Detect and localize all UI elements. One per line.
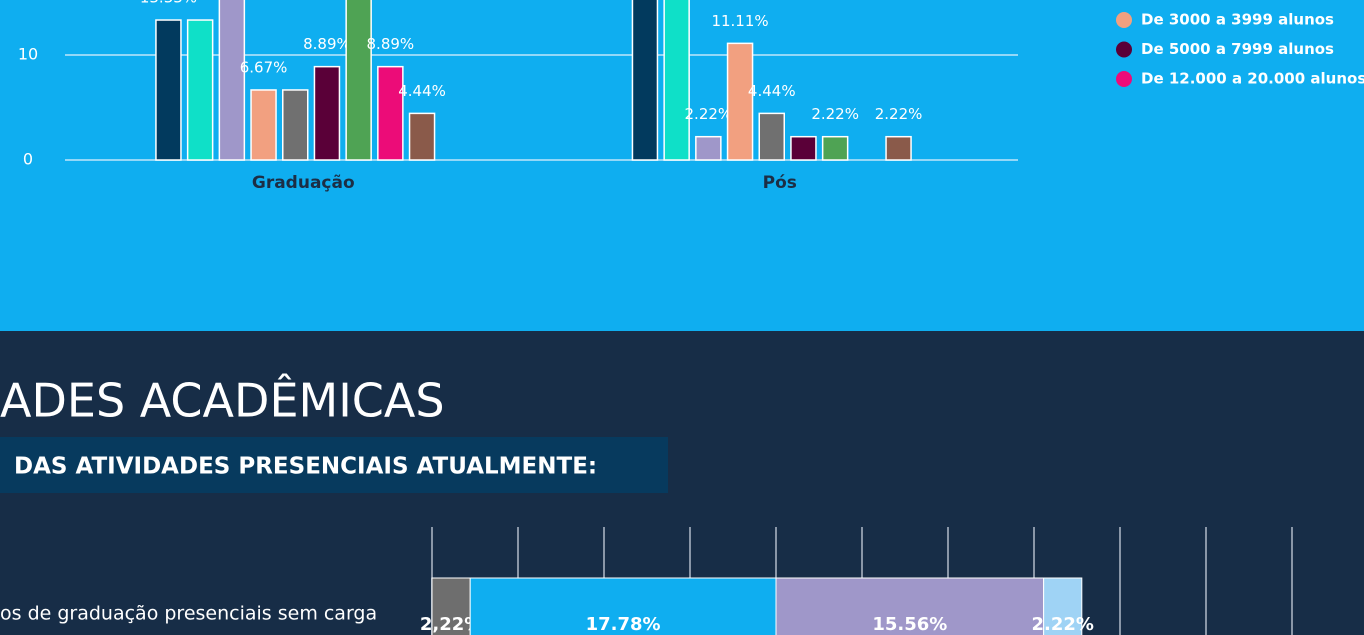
y-tick-label: os de graduação presenciais sem carga: [0, 603, 377, 625]
x-tick-label: Pós: [763, 173, 797, 193]
bar: [282, 89, 309, 161]
data-label: 17.78%: [586, 614, 661, 635]
data-label: 4.44%: [398, 82, 446, 100]
bar: [408, 112, 436, 161]
bar: [313, 65, 341, 161]
bar: [695, 135, 722, 161]
bar: [377, 65, 404, 161]
bar: [218, 0, 246, 161]
bar: [186, 19, 214, 161]
data-label: 11.11%: [711, 12, 768, 30]
data-label: 8.89%: [367, 35, 415, 53]
legend-swatch: [1116, 41, 1132, 58]
bar-segment: [1043, 577, 1083, 635]
data-label: 2.22%: [1031, 614, 1093, 635]
bar-segment: [431, 577, 471, 635]
data-label: 4.44%: [748, 82, 796, 100]
legend-label: De 5000 a 7999 alunos: [1141, 40, 1334, 58]
bar: [726, 42, 754, 161]
bar: [631, 0, 659, 161]
bar-segment: [775, 577, 1045, 635]
data-label: 6.67%: [240, 58, 288, 76]
data-label: 8.89%: [303, 35, 351, 53]
y-tick-label: 10: [18, 45, 38, 64]
data-label: 13.33%: [140, 0, 197, 7]
data-label: 2.22%: [875, 105, 923, 123]
subheading: DAS ATIVIDADES PRESENCIAIS ATUALMENTE:: [14, 454, 597, 480]
legend-label: De 12.000 a 20.000 alunos: [1141, 70, 1364, 88]
data-label: 2,22%: [420, 614, 482, 635]
data-label: 2.22%: [685, 105, 733, 123]
heading: ADES ACADÊMICAS: [0, 374, 445, 428]
bar-segment: [469, 577, 777, 635]
data-label: 15.56%: [872, 614, 947, 635]
data-label: 2.22%: [811, 105, 859, 123]
legend-label: De 3000 a 3999 alunos: [1141, 11, 1334, 29]
x-tick-label: Graduação: [252, 173, 355, 193]
bar: [250, 89, 277, 161]
bar: [663, 0, 690, 161]
subheading-banner: [0, 437, 668, 493]
bar: [821, 135, 849, 161]
bar: [790, 135, 817, 161]
legend-swatch: [1116, 71, 1132, 87]
bar: [155, 19, 182, 161]
bar: [758, 112, 785, 161]
y-tick-label: 0: [23, 150, 33, 169]
legend-swatch: [1116, 12, 1132, 28]
bar: [345, 0, 372, 161]
bar: [885, 135, 912, 161]
